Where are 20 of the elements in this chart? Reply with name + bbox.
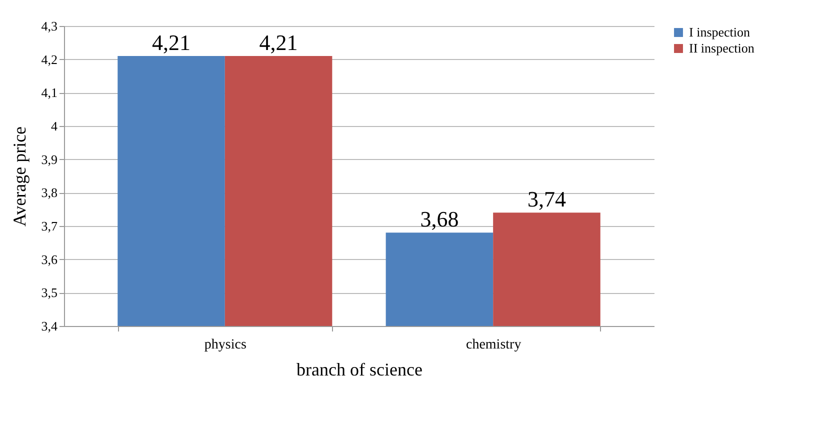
y-tick-label: 3,7 <box>41 218 58 234</box>
legend-label: I inspection <box>689 24 751 40</box>
data-label: 3,74 <box>527 186 566 212</box>
x-axis-title: branch of science <box>296 360 422 380</box>
x-tick-label: physics <box>204 338 246 352</box>
y-tick-label: 3,9 <box>41 152 58 167</box>
y-tick-label: 3,5 <box>41 285 58 300</box>
y-tick-label: 3,4 <box>41 318 58 334</box>
y-tick-label: 3,8 <box>41 185 58 200</box>
x-tick-label: chemistry <box>466 338 522 352</box>
y-axis-title: Average price <box>9 126 30 227</box>
y-tick-label: 4,3 <box>41 18 58 34</box>
y-tick-label: 3,6 <box>41 252 58 267</box>
y-tick-label: 4,1 <box>41 85 58 100</box>
data-label: 4,21 <box>259 30 298 55</box>
legend-label: II inspection <box>689 40 755 56</box>
y-tick-label: 4,2 <box>41 52 58 67</box>
data-label: 4,21 <box>152 30 191 55</box>
y-tick-label: 4 <box>51 118 58 134</box>
data-label: 3,68 <box>420 206 459 232</box>
